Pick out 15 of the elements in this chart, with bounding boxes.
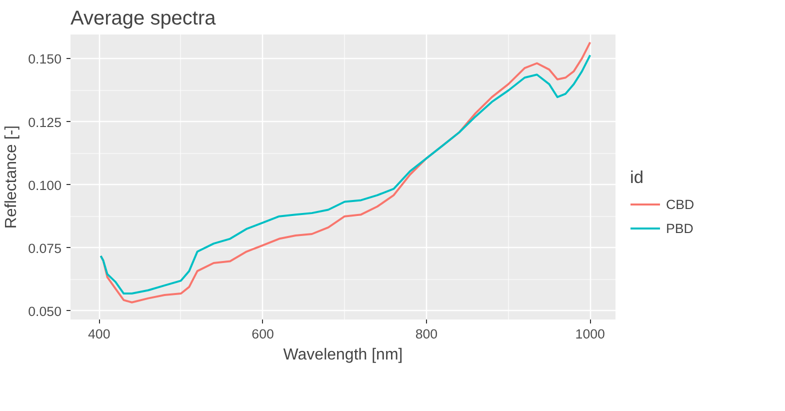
x-tick-label: 400 [88,326,110,342]
y-tick-label: 0.100 [28,178,62,193]
legend-label: PBD [666,220,694,236]
x-tick-label: 800 [415,326,438,342]
x-tick-label: 600 [252,326,274,342]
legend-label: CBD [666,196,694,212]
y-tick-label: 0.125 [28,114,62,130]
x-tick-label: 1000 [575,326,605,342]
y-axis-title: Reflectance [-] [3,125,20,229]
x-axis-title: Wavelength [nm] [283,346,403,364]
y-tick-label: 0.050 [28,304,62,319]
legend-title: id [630,167,644,188]
y-tick-label: 0.150 [28,52,62,67]
y-tick-label: 0.075 [28,240,62,256]
chart-title: Average spectra [70,8,217,30]
